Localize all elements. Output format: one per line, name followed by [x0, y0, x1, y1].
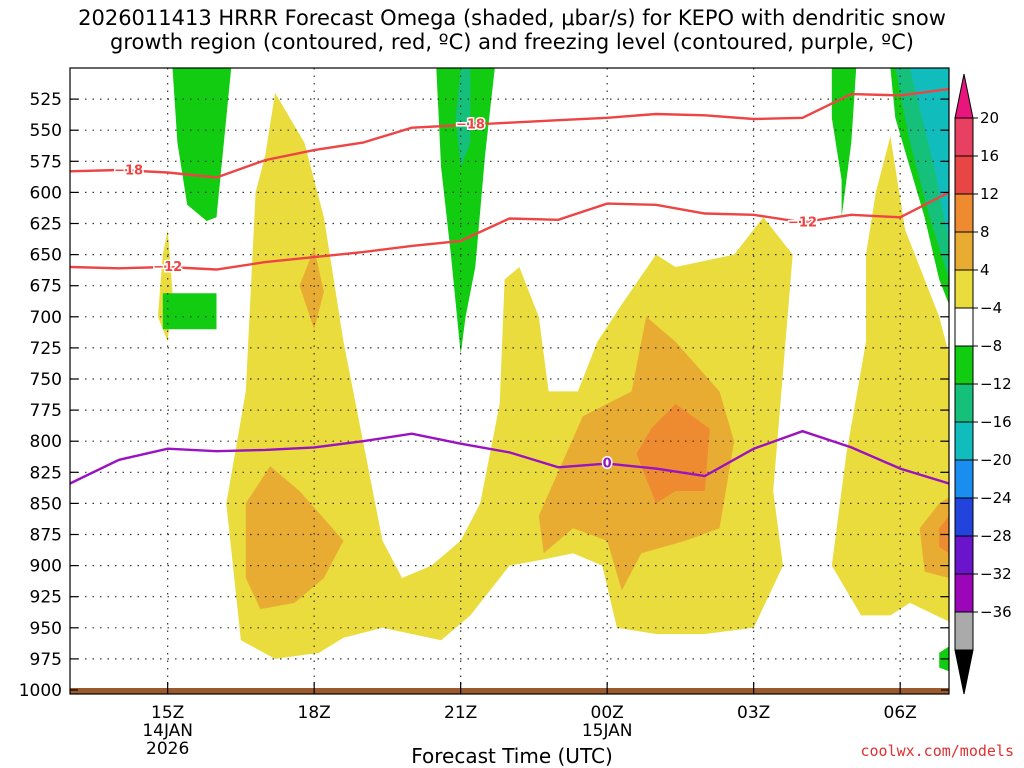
x-tick-label-18Z: 18Z	[298, 703, 331, 723]
colorbar-label-12: −32	[980, 565, 1012, 583]
contour-label-2: −12	[153, 260, 182, 275]
omega-shading	[157, 68, 949, 672]
grid-lines	[70, 68, 949, 691]
colorbar-swatch-3	[954, 231, 974, 271]
chart-title: 2026011413 HRRR Forecast Omega (shaded, …	[78, 6, 946, 54]
shaded-region-7	[636, 403, 710, 504]
y-tick-label-650: 650	[30, 246, 62, 266]
colorbar-label-4: 4	[980, 261, 990, 279]
y-tick-label-600: 600	[30, 183, 62, 203]
colorbar-label-11: −28	[980, 527, 1012, 545]
colorbar-swatch-11	[954, 535, 974, 575]
ground-strip	[70, 688, 949, 694]
colorbar-swatch-13	[954, 611, 974, 651]
y-axis-ticks: 525 550 575 600 625 650 675 700 725 750 775 800 825 8…	[19, 90, 949, 701]
y-tick-label-1000: 1000	[19, 681, 62, 701]
x-tick-label-03Z: 03Z	[737, 703, 770, 723]
contour-0C	[70, 429, 949, 485]
colorbar-swatch-0	[954, 117, 974, 157]
x-tick-sublabel-00Z-0: 15JAN	[582, 721, 633, 741]
shaded-region-11	[436, 68, 495, 355]
contour--18C	[70, 87, 949, 179]
colorbar-swatch-4	[954, 269, 974, 309]
shaded-region-3	[245, 466, 344, 610]
temperature-contours: −18 −18 −12 −12 0	[70, 87, 949, 485]
x-tick-sublabel-15Z-1: 2026	[146, 739, 189, 759]
colorbar-label-10: −24	[980, 489, 1012, 507]
y-tick-label-775: 775	[30, 401, 62, 421]
x-axis-title: Forecast Time (UTC)	[411, 744, 613, 768]
credit-link[interactable]: coolwx.com/models	[860, 742, 1014, 760]
colorbar-swatch-12	[954, 573, 974, 613]
shaded-region-15	[455, 68, 471, 168]
colorbar-swatch-10	[954, 497, 974, 537]
colorbar-label-3: 8	[980, 223, 990, 241]
y-tick-label-925: 925	[30, 588, 62, 608]
colorbar-label-6: −8	[980, 337, 1002, 355]
x-tick-label-21Z: 21Z	[444, 703, 477, 723]
x-tick-label-06Z: 06Z	[884, 703, 917, 723]
shaded-region-5	[538, 316, 735, 591]
y-tick-label-525: 525	[30, 90, 62, 110]
x-tick-label-15Z: 15Z	[151, 703, 184, 723]
colorbar-top-arrow	[954, 73, 974, 119]
shaded-region-12	[831, 68, 857, 218]
y-tick-label-575: 575	[30, 152, 62, 172]
colorbar-label-8: −16	[980, 413, 1012, 431]
y-tick-label-800: 800	[30, 432, 62, 452]
y-tick-label-825: 825	[30, 463, 62, 483]
y-tick-label-550: 550	[30, 121, 62, 141]
shaded-region-1	[831, 136, 949, 622]
shaded-region-10	[172, 68, 232, 221]
y-tick-label-850: 850	[30, 494, 62, 514]
y-tick-label-725: 725	[30, 339, 62, 359]
y-tick-label-700: 700	[30, 308, 62, 328]
shaded-region-4	[299, 248, 324, 330]
x-tick-sublabel-15Z-0: 14JAN	[142, 721, 193, 741]
colorbar-swatch-9	[954, 459, 974, 499]
colorbar-swatch-5	[954, 307, 974, 347]
colorbar-swatch-2	[954, 193, 974, 233]
colorbar-label-0: 20	[980, 109, 999, 127]
shaded-region-9	[162, 293, 217, 330]
contour-label-4: 0	[603, 457, 612, 472]
y-tick-label-875: 875	[30, 526, 62, 546]
colorbar: 20 16 12 8 4 −4 −8 −12 −16 −20 −24 −28 −32 −36	[954, 73, 1012, 695]
x-tick-label-00Z: 00Z	[591, 703, 624, 723]
shaded-region-17	[909, 68, 949, 243]
colorbar-swatch-1	[954, 155, 974, 195]
y-tick-label-625: 625	[30, 215, 62, 235]
plot-frame	[69, 67, 950, 695]
contour-label-0: −18	[114, 164, 143, 179]
y-tick-label-900: 900	[30, 557, 62, 577]
colorbar-swatch-7	[954, 383, 974, 423]
colorbar-label-5: −4	[980, 299, 1002, 317]
y-tick-label-950: 950	[30, 619, 62, 639]
colorbar-label-9: −20	[980, 451, 1012, 469]
colorbar-swatch-8	[954, 421, 974, 461]
y-tick-label-675: 675	[30, 277, 62, 297]
colorbar-swatch-6	[954, 345, 974, 385]
colorbar-label-13: −36	[980, 603, 1012, 621]
contour-label-3: −12	[788, 215, 817, 230]
colorbar-label-1: 16	[980, 147, 999, 165]
colorbar-label-2: 12	[980, 185, 999, 203]
colorbar-label-7: −12	[980, 375, 1012, 393]
y-tick-label-750: 750	[30, 370, 62, 390]
contour--12C	[70, 191, 949, 271]
shaded-region-6	[919, 497, 949, 578]
colorbar-bottom-arrow	[954, 649, 974, 695]
contour-label-1: −18	[456, 118, 485, 133]
y-tick-label-975: 975	[30, 650, 62, 670]
